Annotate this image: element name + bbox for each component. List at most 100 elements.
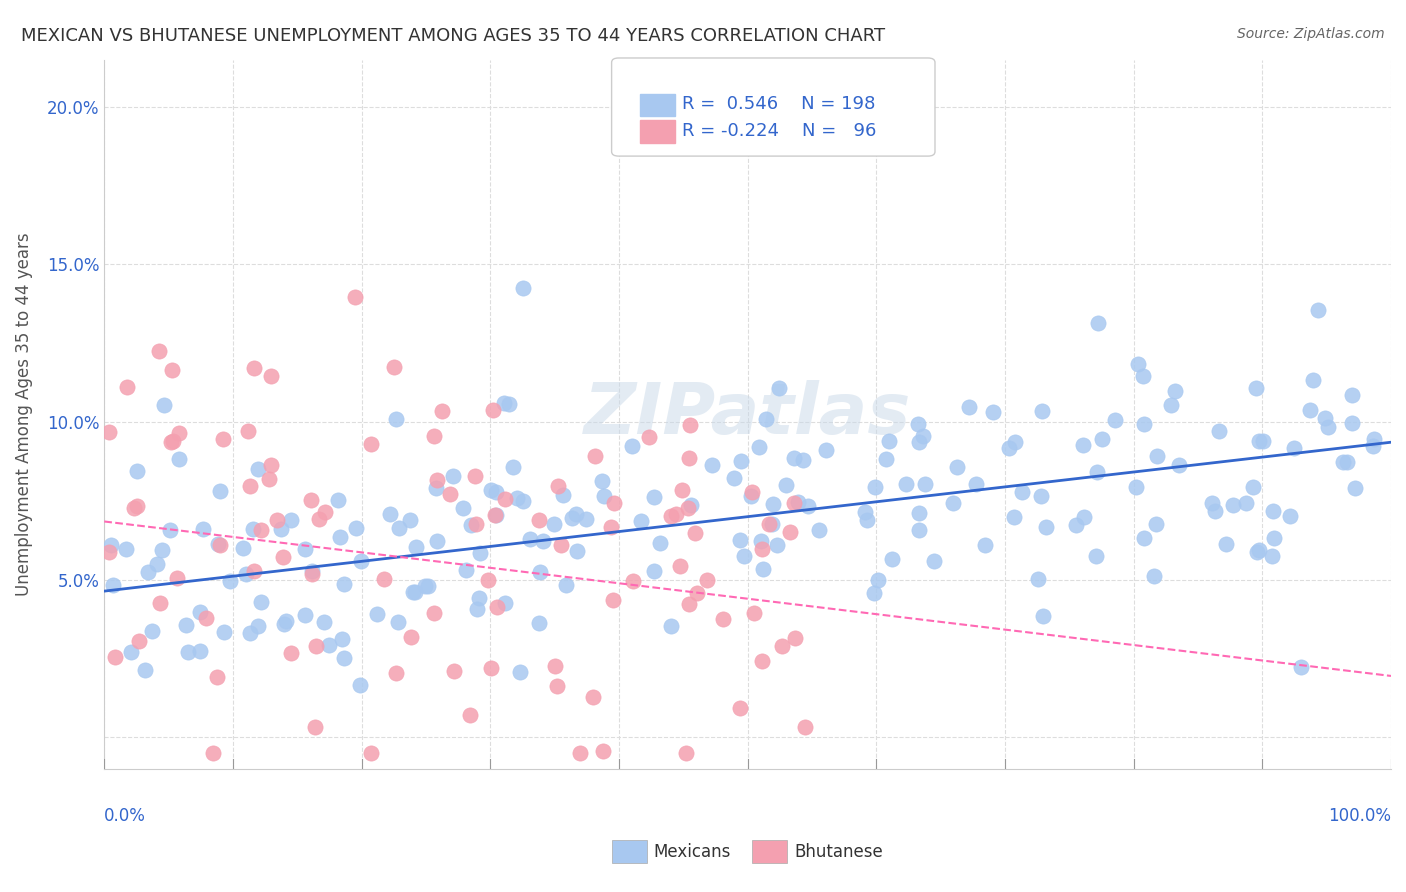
Point (678, 501, 700, 516)
Point (1032, 609, 1054, 624)
Text: MEXICAN VS BHUTANESE UNEMPLOYMENT AMONG AGES 35 TO 44 YEARS CORRELATION CHART: MEXICAN VS BHUTANESE UNEMPLOYMENT AMONG … (21, 27, 886, 45)
Point (945, 460, 967, 475)
Point (648, 536, 671, 550)
Point (485, 508, 508, 522)
Point (122, 501, 145, 516)
Point (1028, 572, 1050, 586)
Point (561, 511, 583, 525)
Point (104, 649, 127, 664)
Point (271, 550, 294, 565)
Point (863, 480, 886, 494)
Point (378, 508, 401, 522)
Point (671, 483, 693, 498)
Point (330, 632, 353, 646)
Point (755, 411, 778, 425)
Point (167, 426, 190, 441)
Point (149, 596, 172, 610)
Point (426, 534, 449, 549)
Point (1340, 416, 1362, 430)
Point (103, 578, 125, 592)
Point (681, 498, 703, 512)
Point (443, 664, 465, 678)
Point (1263, 531, 1285, 545)
Point (807, 523, 830, 537)
Point (318, 638, 340, 652)
Point (965, 476, 987, 491)
Point (593, 489, 616, 503)
Point (451, 501, 474, 516)
Point (547, 478, 569, 492)
Point (924, 554, 946, 568)
Point (512, 281, 534, 295)
Point (333, 577, 356, 591)
Point (1362, 432, 1385, 446)
Point (232, 541, 254, 556)
Point (762, 497, 785, 511)
Point (792, 453, 814, 467)
Point (1066, 518, 1088, 533)
Point (329, 530, 352, 544)
Point (207, 670, 229, 684)
Point (260, 458, 283, 472)
Point (957, 400, 980, 414)
Point (423, 429, 446, 443)
Point (470, 546, 492, 560)
Point (583, 449, 606, 463)
Point (554, 578, 576, 592)
Point (485, 484, 508, 499)
Point (138, 565, 160, 579)
Point (942, 495, 965, 509)
Point (779, 524, 801, 539)
Point (675, 746, 697, 760)
Point (188, 605, 211, 619)
Point (733, 549, 755, 563)
Point (751, 654, 773, 668)
Point (239, 626, 262, 640)
Point (908, 507, 931, 521)
Point (250, 595, 273, 609)
Point (247, 461, 270, 475)
Point (553, 488, 575, 502)
Point (1160, 398, 1182, 412)
Point (683, 525, 706, 540)
Point (696, 573, 718, 587)
Point (543, 516, 565, 531)
Point (479, 661, 502, 675)
Point (239, 479, 262, 493)
Point (1251, 434, 1274, 448)
Point (1261, 503, 1284, 517)
Point (219, 574, 242, 589)
Point (908, 435, 931, 450)
Point (1315, 411, 1337, 425)
Point (880, 551, 903, 566)
Point (464, 469, 486, 483)
Point (270, 522, 292, 536)
Point (529, 565, 551, 579)
Point (481, 483, 503, 498)
Point (1085, 549, 1108, 563)
Point (730, 454, 752, 468)
Point (519, 532, 541, 546)
Point (794, 721, 817, 735)
Point (465, 602, 488, 616)
Point (740, 489, 762, 503)
Point (877, 434, 900, 448)
Point (153, 398, 176, 412)
Point (669, 558, 692, 573)
Point (592, 744, 614, 758)
Point (1241, 480, 1264, 494)
Point (193, 521, 215, 535)
Point (527, 615, 550, 630)
Point (741, 485, 763, 500)
Text: ZIPatlas: ZIPatlas (583, 380, 911, 449)
Point (388, 521, 411, 535)
Point (602, 592, 624, 607)
Point (908, 524, 931, 538)
Point (243, 564, 266, 578)
Point (405, 541, 427, 555)
Point (460, 518, 482, 533)
Point (312, 615, 335, 630)
Point (1002, 510, 1025, 524)
Point (134, 663, 156, 677)
Point (603, 496, 626, 510)
